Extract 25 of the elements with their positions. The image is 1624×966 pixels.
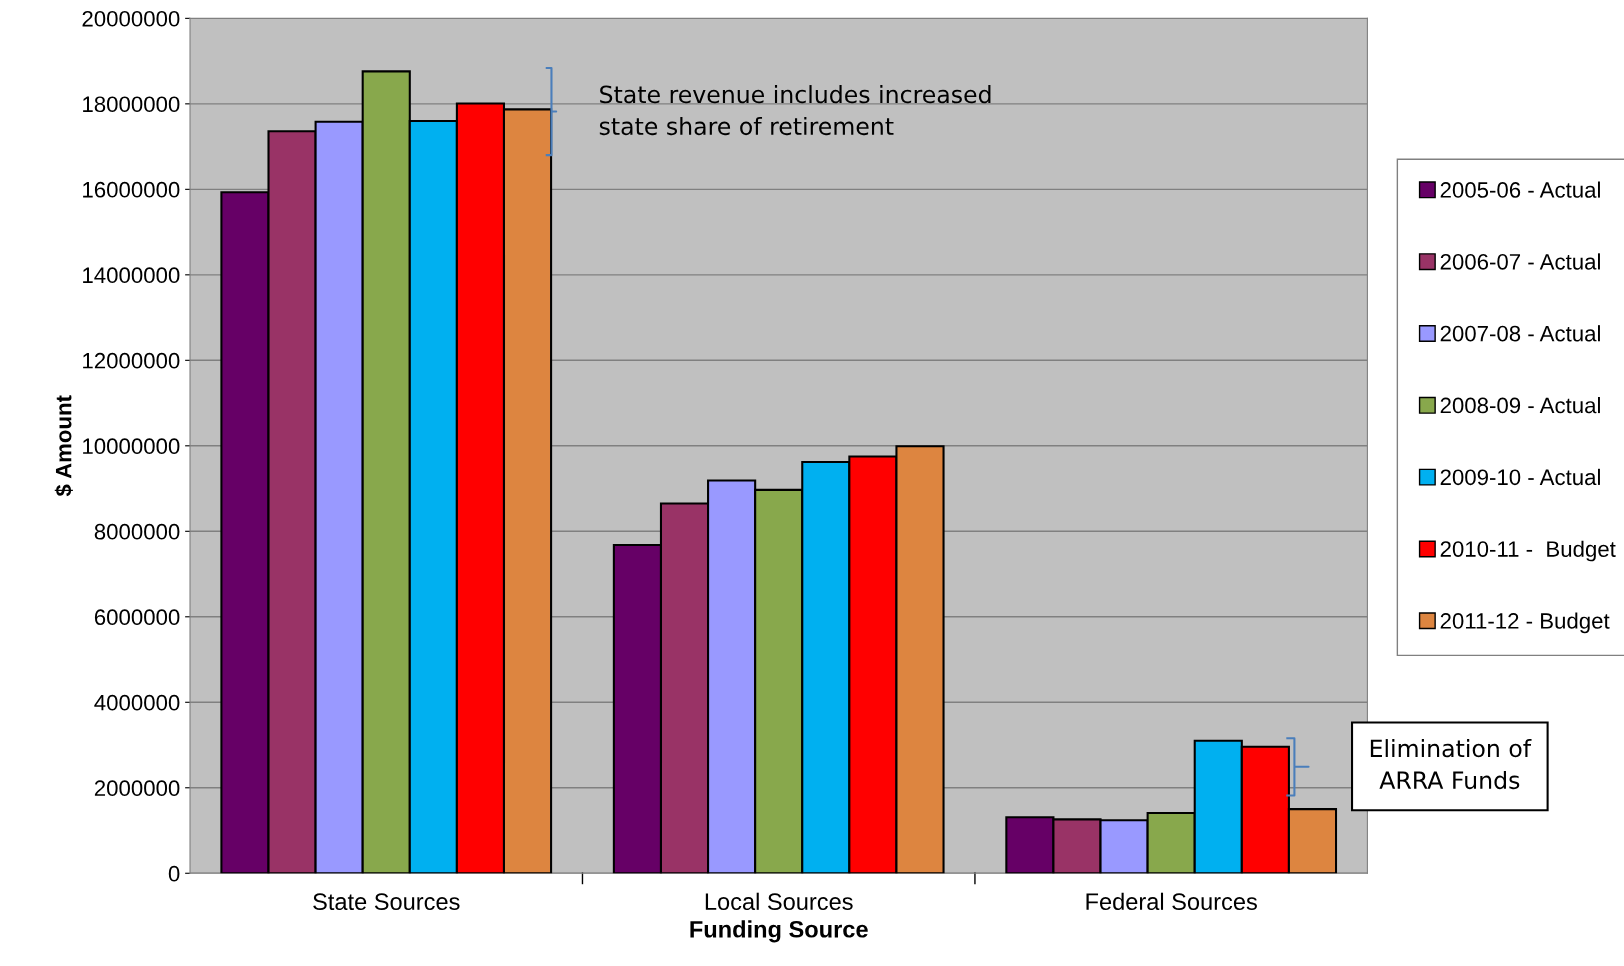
y-tick-label: 2000000 [94,780,180,797]
y-tick-label: 10000000 [83,438,180,455]
x-axis-title: Funding Source [690,920,868,943]
annotation: State revenue includes increased state share of retirement [599,85,991,136]
y-tick-label: 0 [168,865,180,882]
y-tick-label: 16000000 [83,181,180,198]
y-tick-label: 20000000 [82,10,180,27]
y-tick-label: 18000000 [83,96,180,113]
legend-label: 2010-11 - Budget [1440,540,1616,562]
legend-label: 2007-08 - Actual [1440,325,1600,342]
x-tick-label: Local Sources [705,892,853,911]
legend-label: 2006-07 - Actual [1440,253,1600,270]
legend-label: 2011-12 - Budget [1440,612,1610,634]
legend-label: 2005-06 - Actual [1440,181,1600,198]
y-tick-label: 8000000 [94,523,180,540]
y-tick-label: 4000000 [94,694,180,711]
y-tick-label: 6000000 [94,609,180,626]
y-tick-label: 12000000 [83,352,180,369]
y-axis-title: $ Amount [54,395,73,497]
legend-label: 2009-10 - Actual [1440,468,1600,486]
x-tick-label: Federal Sources [1086,892,1257,911]
legend-label: 2008-09 - Actual [1440,396,1600,414]
y-tick-label: 14000000 [83,267,180,284]
x-tick-label: State Sources [313,893,460,911]
text: Elimination of ARRA Funds [1370,739,1532,790]
